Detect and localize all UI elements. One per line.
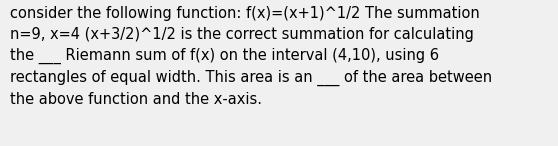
Text: consider the following function: f(x)=(x+1)^1/2 The summation
n=9, x=4 (x+3/2)^1: consider the following function: f(x)=(x… — [10, 6, 492, 107]
